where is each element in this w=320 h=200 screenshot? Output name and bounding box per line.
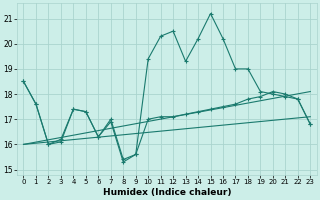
X-axis label: Humidex (Indice chaleur): Humidex (Indice chaleur) — [103, 188, 231, 197]
